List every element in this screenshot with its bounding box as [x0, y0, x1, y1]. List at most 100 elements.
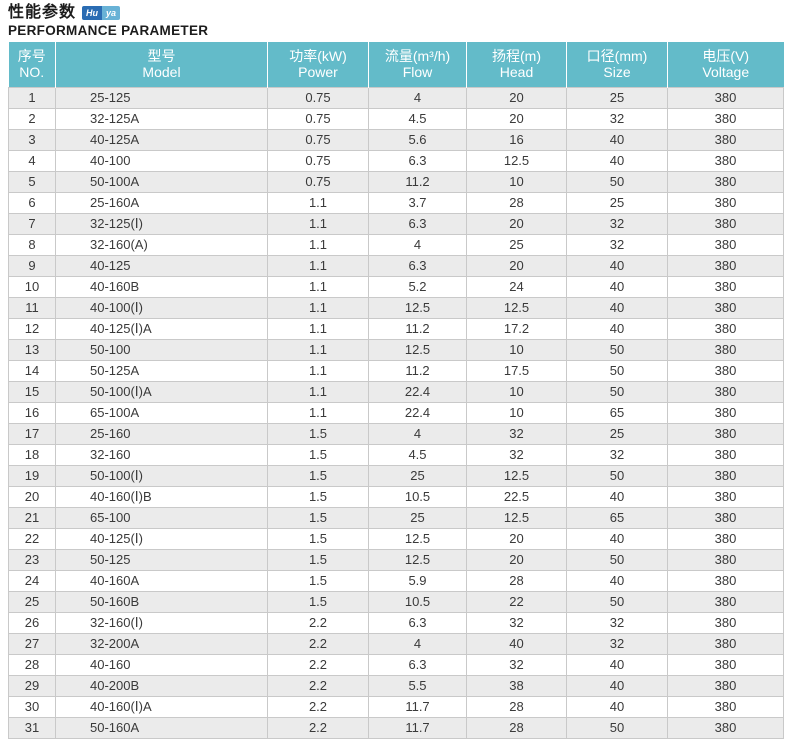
logo-hu-badge: Hu — [82, 5, 103, 20]
cell-flow: 11.2 — [368, 359, 467, 382]
cell-model: 25-125 — [55, 86, 268, 109]
cell-power: 0.75 — [267, 86, 369, 109]
cell-power: 1.5 — [267, 590, 369, 613]
table-body: 1 25-125 0.75 4 20 25 380 2 32-125A 0.75 4.5 20 32 38… — [8, 86, 784, 739]
cell-size: 32 — [566, 212, 668, 235]
cell-voltage: 380 — [667, 296, 784, 319]
cell-head: 28 — [466, 569, 567, 592]
cell-head: 10 — [466, 401, 567, 424]
cell-head: 22.5 — [466, 485, 567, 508]
cell-power: 0.75 — [267, 170, 369, 193]
cell-power: 2.2 — [267, 695, 369, 718]
cell-head: 38 — [466, 674, 567, 697]
cell-no: 22 — [8, 527, 56, 550]
cell-size: 40 — [566, 128, 668, 151]
cell-head: 32 — [466, 422, 567, 445]
cell-power: 2.2 — [267, 674, 369, 697]
cell-power: 1.5 — [267, 464, 369, 487]
brand-logo: Hu ya — [82, 5, 121, 20]
cell-head: 17.5 — [466, 359, 567, 382]
cell-power: 1.1 — [267, 380, 369, 403]
table-row: 15 50-100(Ⅰ)A 1.1 22.4 10 50 380 — [8, 380, 784, 403]
cell-model: 32-125(Ⅰ) — [55, 212, 268, 235]
cell-voltage: 380 — [667, 149, 784, 172]
cell-head: 40 — [466, 632, 567, 655]
cell-no: 5 — [8, 170, 56, 193]
cell-no: 30 — [8, 695, 56, 718]
table-row: 3 40-125A 0.75 5.6 16 40 380 — [8, 128, 784, 151]
cell-flow: 12.5 — [368, 527, 467, 550]
cell-size: 50 — [566, 548, 668, 571]
table-row: 17 25-160 1.5 4 32 25 380 — [8, 422, 784, 445]
table-row: 21 65-100 1.5 25 12.5 65 380 — [8, 506, 784, 529]
cell-model: 40-125(Ⅰ)A — [55, 317, 268, 340]
table-row: 9 40-125 1.1 6.3 20 40 380 — [8, 254, 784, 277]
cell-model: 40-200B — [55, 674, 268, 697]
cell-no: 11 — [8, 296, 56, 319]
cell-model: 32-160 — [55, 443, 268, 466]
cell-voltage: 380 — [667, 464, 784, 487]
cell-flow: 25 — [368, 464, 467, 487]
cell-model: 40-160 — [55, 653, 268, 676]
cell-model: 50-125A — [55, 359, 268, 382]
table-row: 18 32-160 1.5 4.5 32 32 380 — [8, 443, 784, 466]
cell-flow: 11.7 — [368, 716, 467, 739]
cell-power: 2.2 — [267, 716, 369, 739]
cell-power: 1.1 — [267, 275, 369, 298]
header-voltage-en: Voltage — [702, 64, 750, 81]
cell-flow: 6.3 — [368, 653, 467, 676]
cell-head: 22 — [466, 590, 567, 613]
cell-model: 25-160A — [55, 191, 268, 214]
cell-no: 9 — [8, 254, 56, 277]
cell-power: 1.5 — [267, 527, 369, 550]
cell-no: 8 — [8, 233, 56, 256]
header-flow-en: Flow — [402, 64, 433, 81]
table-row: 7 32-125(Ⅰ) 1.1 6.3 20 32 380 — [8, 212, 784, 235]
column-header-no: 序号 NO. — [8, 42, 56, 87]
cell-voltage: 380 — [667, 107, 784, 130]
cell-head: 12.5 — [466, 149, 567, 172]
cell-head: 32 — [466, 443, 567, 466]
cell-head: 12.5 — [466, 296, 567, 319]
cell-head: 20 — [466, 107, 567, 130]
cell-flow: 6.3 — [368, 149, 467, 172]
cell-voltage: 380 — [667, 653, 784, 676]
cell-flow: 25 — [368, 506, 467, 529]
cell-no: 27 — [8, 632, 56, 655]
table-row: 10 40-160B 1.1 5.2 24 40 380 — [8, 275, 784, 298]
cell-model: 50-100A — [55, 170, 268, 193]
header-size-cn: 口径(mm) — [586, 48, 648, 65]
table-row: 19 50-100(Ⅰ) 1.5 25 12.5 50 380 — [8, 464, 784, 487]
cell-size: 40 — [566, 254, 668, 277]
cell-power: 1.1 — [267, 212, 369, 235]
table-row: 5 50-100A 0.75 11.2 10 50 380 — [8, 170, 784, 193]
header-no-cn: 序号 — [17, 48, 46, 65]
cell-power: 1.5 — [267, 506, 369, 529]
cell-flow: 22.4 — [368, 401, 467, 424]
cell-flow: 6.3 — [368, 212, 467, 235]
cell-no: 14 — [8, 359, 56, 382]
cell-power: 1.5 — [267, 443, 369, 466]
cell-power: 2.2 — [267, 611, 369, 634]
header-row: 序号 NO. 型号 Model 功率(kW) Power 流量(m³/h) Fl… — [8, 42, 784, 87]
header-model-en: Model — [142, 64, 181, 81]
cell-head: 25 — [466, 233, 567, 256]
cell-flow: 5.5 — [368, 674, 467, 697]
cell-voltage: 380 — [667, 527, 784, 550]
cell-head: 10 — [466, 380, 567, 403]
cell-no: 18 — [8, 443, 56, 466]
cell-no: 21 — [8, 506, 56, 529]
cell-model: 50-100(Ⅰ) — [55, 464, 268, 487]
cell-flow: 4.5 — [368, 107, 467, 130]
cell-power: 1.5 — [267, 569, 369, 592]
cell-model: 32-160(A) — [55, 233, 268, 256]
table-row: 24 40-160A 1.5 5.9 28 40 380 — [8, 569, 784, 592]
cell-head: 24 — [466, 275, 567, 298]
cell-no: 2 — [8, 107, 56, 130]
table-row: 6 25-160A 1.1 3.7 28 25 380 — [8, 191, 784, 214]
table-row: 4 40-100 0.75 6.3 12.5 40 380 — [8, 149, 784, 172]
cell-flow: 10.5 — [368, 590, 467, 613]
cell-flow: 22.4 — [368, 380, 467, 403]
column-header-size: 口径(mm) Size — [566, 42, 668, 87]
